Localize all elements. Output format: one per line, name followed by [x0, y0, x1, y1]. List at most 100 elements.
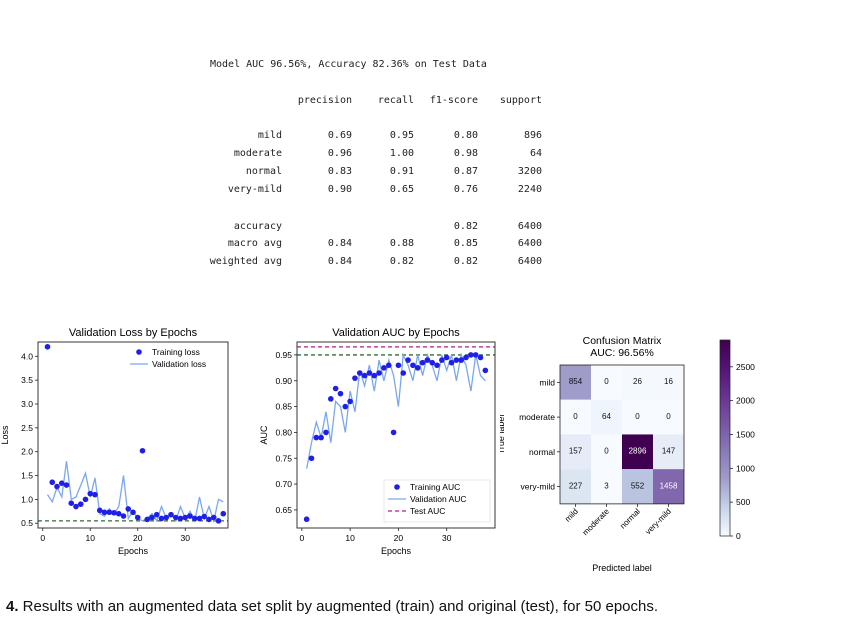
legend-label: Training AUC	[410, 482, 460, 492]
x-tick-label: 0	[299, 533, 304, 543]
training-point	[323, 429, 329, 436]
cell-value: 157	[569, 447, 583, 456]
report-cell: 0.96	[327, 148, 352, 159]
y-tick-label: 4.0	[21, 351, 33, 361]
colorbar	[719, 339, 731, 537]
plot-area	[38, 343, 228, 524]
training-point	[385, 362, 392, 369]
legend-box	[383, 479, 491, 523]
training-point	[434, 362, 440, 369]
heatmap-cell	[653, 365, 684, 400]
report-cell: 0.95	[389, 130, 414, 141]
report-row-label: very-mild	[227, 184, 282, 195]
y-tick-label: 0.75	[275, 453, 292, 463]
report-cell: 0.69	[327, 130, 352, 141]
training-point	[153, 511, 160, 518]
heatmap-cell	[591, 434, 622, 470]
training-point	[58, 480, 65, 486]
cell-value: 0	[666, 412, 671, 421]
training-point	[371, 372, 378, 379]
report-cell: 0.88	[389, 238, 414, 249]
legend-label: Training loss	[152, 347, 200, 357]
heatmap-cell	[653, 399, 684, 435]
colorbar-tick-label: 0	[736, 531, 741, 541]
training-point	[92, 491, 98, 498]
training-point	[328, 396, 334, 402]
training-point	[395, 362, 402, 369]
cell-value: 854	[569, 377, 583, 386]
axes-frame	[559, 364, 685, 505]
heatmap-cell	[560, 434, 591, 470]
training-point	[182, 514, 189, 521]
training-point	[106, 509, 113, 516]
x-tick-label: 30	[181, 533, 191, 543]
report-cell: 0.84	[327, 238, 352, 249]
y-tick-label: 3.5	[21, 375, 33, 385]
cell-value: 1458	[660, 481, 678, 490]
cell-value: 3	[604, 481, 609, 490]
x-tick-label: 20	[394, 533, 404, 543]
legend-marker-training	[394, 484, 400, 490]
report-cell: 6400	[517, 238, 542, 249]
report-cell: 0.84	[327, 256, 352, 267]
cell-value: 147	[662, 447, 676, 456]
heatmap-cell	[653, 469, 684, 504]
heatmap-cell	[591, 399, 622, 435]
report-cell: 0.98	[453, 148, 478, 159]
report-header-f1-score: f1-score	[429, 95, 478, 106]
training-point	[120, 513, 127, 519]
y-tick-label: moderate	[519, 412, 555, 422]
x-tick-label: 0	[40, 533, 45, 543]
training-point	[101, 509, 108, 516]
training-point	[163, 514, 170, 521]
training-point	[414, 365, 421, 371]
training-point	[410, 362, 416, 369]
training-point	[130, 509, 136, 516]
report-cell: 3200	[517, 166, 542, 177]
x-tick-label: normal	[618, 507, 642, 531]
training-point	[187, 513, 193, 519]
y-tick-label: 3.0	[21, 399, 33, 409]
y-tick-label: 0.5	[21, 518, 33, 528]
training-point	[303, 516, 310, 523]
training-point	[54, 483, 60, 490]
training-point	[424, 357, 431, 363]
training-point	[77, 501, 84, 507]
report-cell: 6400	[517, 256, 542, 267]
training-point	[482, 367, 489, 374]
report-cell: 0.80	[453, 130, 478, 141]
chart-title: Confusion Matrix	[583, 335, 663, 347]
y-tick-label: 0.70	[275, 479, 292, 489]
training-point	[376, 370, 382, 376]
training-point	[463, 354, 469, 361]
training-point	[82, 496, 89, 503]
y-tick-label: normal	[529, 447, 555, 457]
report-cell: 0.82	[453, 221, 478, 232]
cell-value: 552	[631, 481, 645, 490]
x-tick-label: mild	[563, 507, 580, 524]
training-point	[366, 370, 373, 376]
training-point	[313, 434, 320, 441]
heatmap-cell	[622, 434, 653, 470]
chart-subtitle: AUC: 96.56%	[590, 347, 654, 359]
training-point	[144, 516, 151, 523]
training-point	[472, 352, 479, 358]
report-row-label: macro avg	[227, 238, 282, 249]
x-axis-label: Epochs	[381, 546, 412, 556]
heatmap-cell	[622, 399, 653, 435]
report-cell: 0.83	[327, 166, 352, 177]
y-axis-label: Loss	[0, 425, 10, 445]
training-point	[63, 482, 70, 488]
report-row-label: moderate	[233, 148, 282, 159]
report-summary: Model AUC 96.56%, Accuracy 82.36% on Tes…	[210, 59, 487, 70]
cell-value: 16	[664, 377, 673, 386]
training-point	[149, 514, 155, 521]
y-tick-label: 0.85	[275, 402, 292, 412]
heatmap-cell	[622, 469, 653, 504]
plot-area	[297, 346, 495, 523]
heatmap-cell	[591, 365, 622, 400]
heatmap-cell	[560, 399, 591, 435]
colorbar-tick-label: 1000	[736, 463, 755, 473]
axes-frame	[37, 341, 229, 529]
